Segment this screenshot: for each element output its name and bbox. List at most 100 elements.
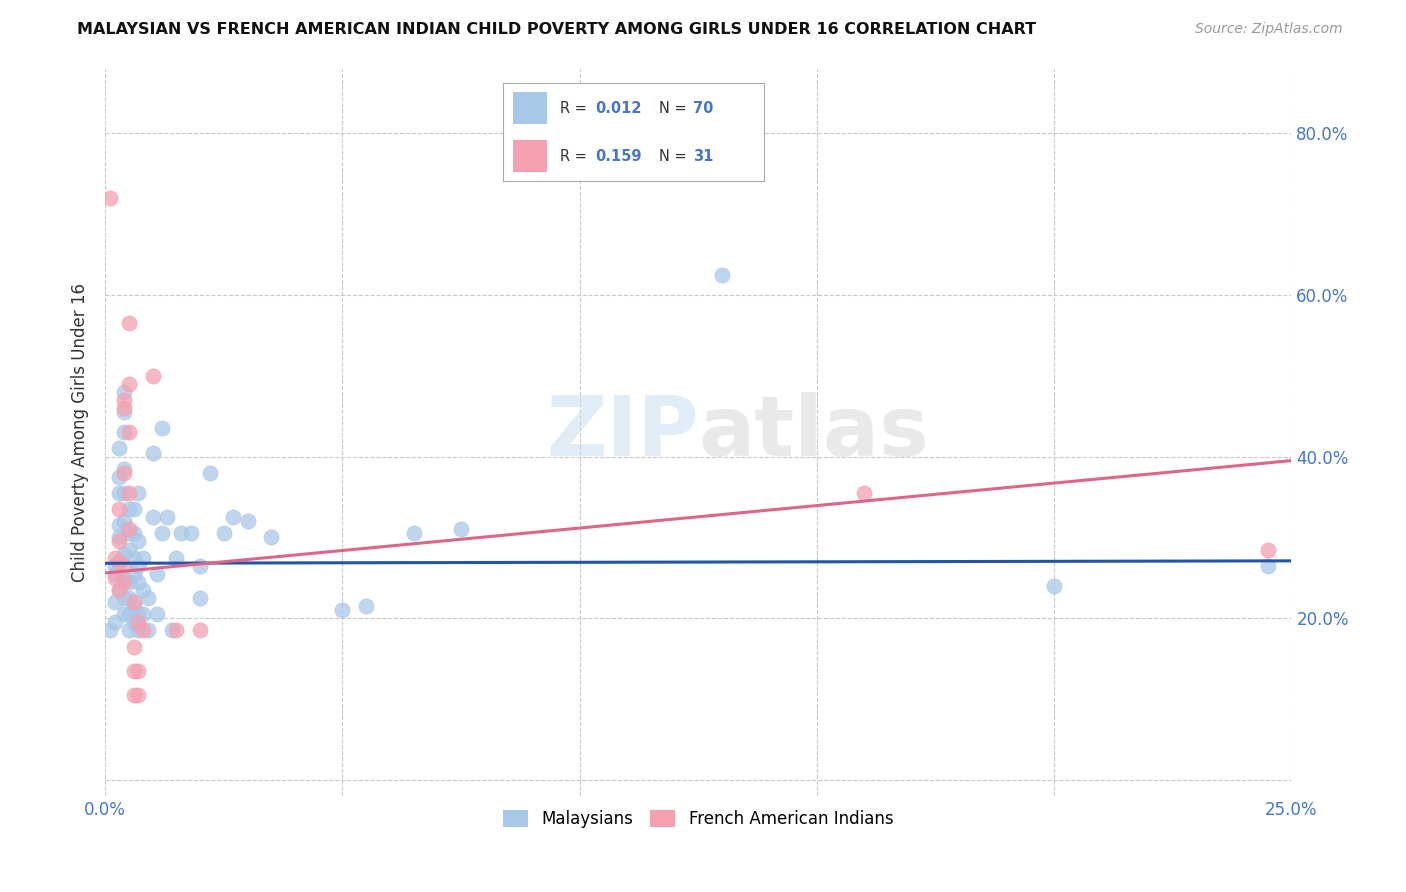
- Point: [160, 624, 183, 638]
- Point: [127, 486, 149, 500]
- Point: [108, 582, 131, 597]
- Point: [118, 486, 141, 500]
- Point: [122, 640, 145, 654]
- Point: [108, 582, 131, 597]
- Point: [118, 574, 141, 589]
- Point: [122, 502, 145, 516]
- Point: [118, 522, 141, 536]
- Point: [132, 550, 155, 565]
- Point: [142, 445, 165, 459]
- Point: [118, 425, 141, 440]
- Point: [127, 624, 149, 638]
- Point: [402, 526, 425, 541]
- Point: [104, 558, 127, 573]
- Point: [132, 624, 155, 638]
- Point: [112, 425, 135, 440]
- Point: [98, 624, 121, 638]
- Point: [853, 486, 876, 500]
- Point: [1257, 558, 1279, 573]
- Point: [127, 558, 149, 573]
- Point: [188, 591, 211, 605]
- Point: [136, 624, 159, 638]
- Point: [170, 526, 193, 541]
- Point: [112, 607, 135, 622]
- Point: [1043, 579, 1066, 593]
- Point: [150, 526, 173, 541]
- Point: [165, 624, 187, 638]
- Point: [222, 510, 245, 524]
- Point: [118, 526, 141, 541]
- Point: [165, 550, 187, 565]
- Point: [108, 469, 131, 483]
- Point: [112, 574, 135, 589]
- Point: [122, 526, 145, 541]
- Point: [236, 514, 259, 528]
- Point: [108, 518, 131, 533]
- Point: [112, 571, 135, 585]
- Point: [127, 534, 149, 549]
- Point: [1257, 542, 1279, 557]
- Point: [112, 384, 135, 399]
- Point: [136, 591, 159, 605]
- Point: [127, 615, 149, 630]
- Point: [108, 502, 131, 516]
- Point: [132, 582, 155, 597]
- Point: [112, 466, 135, 480]
- Point: [104, 595, 127, 609]
- Point: [118, 376, 141, 391]
- Point: [98, 191, 121, 205]
- Point: [122, 599, 145, 613]
- Legend: Malaysians, French American Indians: Malaysians, French American Indians: [496, 804, 900, 835]
- Point: [112, 392, 135, 407]
- Point: [118, 607, 141, 622]
- Point: [112, 591, 135, 605]
- Point: [354, 599, 377, 613]
- Point: [122, 664, 145, 678]
- Point: [118, 542, 141, 557]
- Point: [188, 558, 211, 573]
- Point: [332, 603, 354, 617]
- Point: [180, 526, 202, 541]
- Point: [132, 607, 155, 622]
- Point: [260, 530, 283, 544]
- Point: [127, 664, 149, 678]
- Point: [112, 486, 135, 500]
- Point: [108, 534, 131, 549]
- Point: [108, 442, 131, 456]
- Point: [156, 510, 179, 524]
- Point: [118, 624, 141, 638]
- Point: [711, 268, 734, 282]
- Point: [112, 514, 135, 528]
- Point: [112, 401, 135, 415]
- Point: [112, 461, 135, 475]
- Point: [104, 566, 127, 581]
- Point: [112, 558, 135, 573]
- Point: [112, 405, 135, 419]
- Point: [212, 526, 235, 541]
- Point: [450, 522, 472, 536]
- Point: [118, 502, 141, 516]
- Text: Source: ZipAtlas.com: Source: ZipAtlas.com: [1195, 22, 1343, 37]
- Point: [122, 595, 145, 609]
- Text: ZIP: ZIP: [546, 392, 699, 473]
- Point: [146, 607, 169, 622]
- Text: atlas: atlas: [699, 392, 929, 473]
- Point: [122, 615, 145, 630]
- Point: [104, 550, 127, 565]
- Point: [122, 550, 145, 565]
- Point: [188, 624, 211, 638]
- Text: MALAYSIAN VS FRENCH AMERICAN INDIAN CHILD POVERTY AMONG GIRLS UNDER 16 CORRELATI: MALAYSIAN VS FRENCH AMERICAN INDIAN CHIL…: [77, 22, 1036, 37]
- Point: [118, 591, 141, 605]
- Point: [108, 555, 131, 569]
- Point: [118, 316, 141, 330]
- Point: [146, 566, 169, 581]
- Point: [150, 421, 173, 435]
- Point: [108, 530, 131, 544]
- Point: [104, 615, 127, 630]
- Point: [104, 571, 127, 585]
- Point: [142, 510, 165, 524]
- Point: [122, 566, 145, 581]
- Point: [122, 688, 145, 702]
- Point: [198, 466, 221, 480]
- Point: [112, 547, 135, 561]
